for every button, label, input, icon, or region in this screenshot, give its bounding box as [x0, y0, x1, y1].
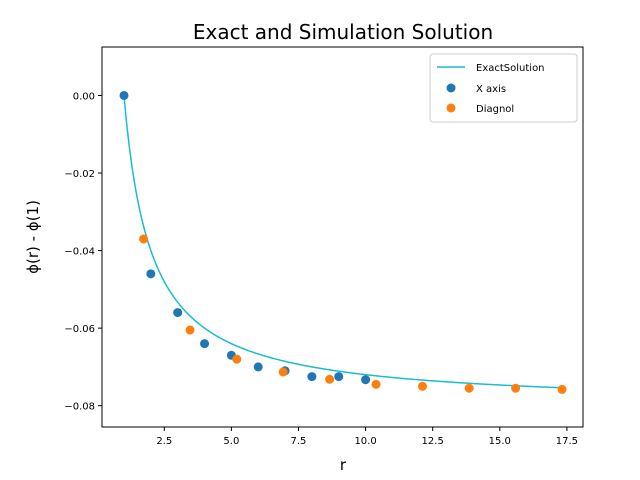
plot-area	[119, 90, 567, 394]
point-diagnol	[511, 383, 521, 393]
x-tick-label: 10.0	[354, 436, 376, 447]
point-diagnol	[325, 374, 335, 384]
point-x-axis	[173, 308, 183, 318]
point-diagnol	[278, 367, 288, 377]
x-tick-label: 17.5	[556, 436, 578, 447]
y-axis: 0.00 −0.02 −0.04 −0.06 −0.08	[64, 91, 102, 413]
point-x-axis	[200, 339, 210, 349]
x-tick-label: 12.5	[422, 436, 444, 447]
point-x-axis	[334, 372, 344, 382]
chart-title: Exact and Simulation Solution	[193, 20, 493, 44]
point-x-axis	[307, 372, 317, 382]
point-diagnol	[557, 384, 567, 394]
y-tick-label: 0.00	[73, 91, 95, 102]
point-diagnol	[232, 354, 242, 364]
legend-box	[429, 53, 578, 123]
point-diagnol	[185, 325, 195, 335]
legend-marker-x-axis	[446, 83, 456, 93]
x-axis-label: r	[340, 456, 347, 474]
point-x-axis	[146, 269, 156, 279]
y-tick-label: −0.02	[64, 169, 95, 180]
y-tick-label: −0.06	[64, 324, 95, 335]
point-diagnol	[464, 383, 474, 393]
legend: ExactSolution X axis Diagnol	[429, 53, 578, 123]
legend-label-x-axis: X axis	[476, 84, 506, 95]
point-diagnol	[371, 379, 381, 389]
point-diagnol	[139, 234, 149, 244]
plot-frame	[101, 46, 584, 428]
y-tick-label: −0.04	[64, 247, 95, 258]
legend-label-diagnol: Diagnol	[476, 104, 514, 115]
point-x-axis	[119, 90, 129, 100]
y-tick-label: −0.08	[64, 402, 95, 413]
legend-marker-diagnol	[446, 103, 456, 113]
point-diagnol	[417, 381, 427, 391]
exact-solution-line	[123, 95, 563, 389]
x-tick-label: 15.0	[489, 436, 511, 447]
x-axis: 2.5 5.0 7.5 10.0 12.5 15.0 17.5	[156, 427, 578, 447]
point-x-axis	[253, 362, 263, 372]
legend-label-exactsolution: ExactSolution	[476, 63, 545, 74]
x-tick-label: 7.5	[291, 436, 307, 447]
x-tick-label: 2.5	[156, 436, 172, 447]
point-x-axis	[361, 375, 371, 385]
x-tick-label: 5.0	[223, 436, 239, 447]
y-axis-label: ϕ(r) - ϕ(1)	[24, 200, 42, 274]
